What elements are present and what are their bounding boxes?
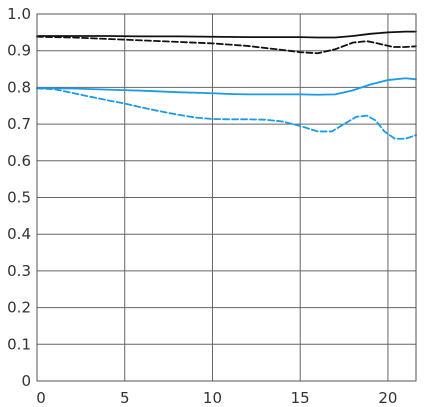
y-tick-label: 0.2: [7, 299, 31, 317]
y-tick-label: 0.3: [7, 262, 31, 280]
y-tick-label: 0.8: [7, 78, 31, 96]
y-tick-label: 0.7: [7, 115, 31, 133]
series-line-1: [36, 30, 417, 39]
y-tick-label: 0.1: [7, 335, 31, 353]
y-tick-label: 0.4: [7, 225, 31, 243]
x-tick-labels: 0 5 10 15 20: [36, 389, 397, 407]
x-tick-label: 20: [378, 389, 397, 407]
y-tick-labels: 0 0.1 0.2 0.3 0.4 0.5 0.6 0.7 0.8 0.9 1.0: [7, 5, 31, 390]
series-line-2: [36, 35, 417, 55]
series-line-3: [36, 77, 417, 96]
y-tick-label: 1.0: [7, 5, 31, 23]
x-tick-label: 0: [36, 389, 46, 407]
x-tick-label: 15: [291, 389, 310, 407]
series-line-4: [36, 87, 417, 140]
y-tick-label: 0: [21, 372, 31, 390]
y-tick-label: 0.6: [7, 152, 31, 170]
x-tick-label: 10: [203, 389, 222, 407]
grid-lines: [36, 13, 416, 382]
y-tick-label: 0.5: [7, 189, 31, 207]
y-tick-label: 0.9: [7, 42, 31, 60]
x-tick-label: 5: [120, 389, 130, 407]
series-lines: [36, 30, 417, 140]
plot-frame: [36, 13, 417, 382]
